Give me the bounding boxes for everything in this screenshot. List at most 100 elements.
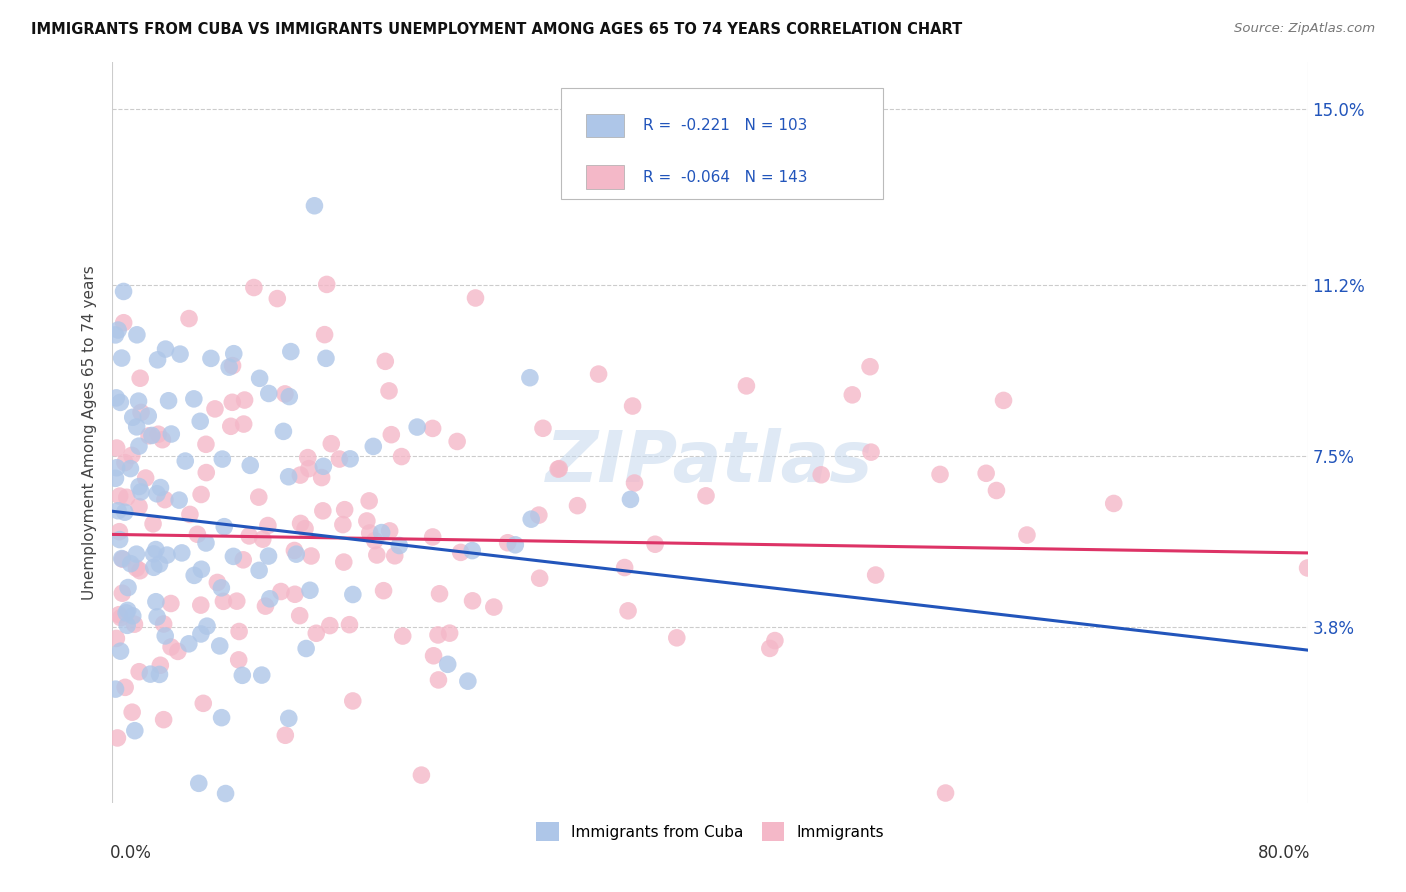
Point xyxy=(312,459,335,474)
Point xyxy=(436,657,458,672)
Point xyxy=(621,399,644,413)
Point xyxy=(129,371,152,385)
Point xyxy=(763,633,786,648)
Point xyxy=(284,587,307,601)
Point xyxy=(225,594,247,608)
Point xyxy=(274,387,297,401)
Point xyxy=(160,597,183,611)
Point xyxy=(446,434,468,449)
Point xyxy=(107,731,129,745)
Point xyxy=(114,505,136,519)
Point xyxy=(496,535,519,549)
Point xyxy=(520,512,543,526)
Point xyxy=(993,393,1015,408)
Point xyxy=(125,547,148,561)
Point xyxy=(288,608,311,623)
Point xyxy=(299,549,322,563)
Point xyxy=(619,492,641,507)
Point xyxy=(120,461,142,475)
Point xyxy=(1015,528,1038,542)
Point xyxy=(644,537,666,551)
Point xyxy=(190,487,212,501)
Point xyxy=(107,323,129,337)
Point xyxy=(129,564,152,578)
Point xyxy=(228,653,250,667)
Point xyxy=(333,502,356,516)
Point xyxy=(290,468,312,483)
Point xyxy=(179,508,201,522)
Point xyxy=(200,351,222,366)
Point xyxy=(974,467,997,481)
Point xyxy=(342,694,364,708)
Point xyxy=(128,479,150,493)
Point xyxy=(384,549,406,563)
Point xyxy=(374,354,396,368)
Point xyxy=(277,469,299,483)
Point xyxy=(152,433,174,447)
Text: IMMIGRANTS FROM CUBA VS IMMIGRANTS UNEMPLOYMENT AMONG AGES 65 TO 74 YEARS CORREL: IMMIGRANTS FROM CUBA VS IMMIGRANTS UNEMP… xyxy=(31,22,962,37)
Point xyxy=(304,199,326,213)
Point xyxy=(142,547,165,561)
Point xyxy=(115,618,138,632)
Point xyxy=(104,327,127,342)
Point xyxy=(125,420,148,434)
Point xyxy=(280,344,302,359)
Point xyxy=(373,583,395,598)
Point xyxy=(339,617,361,632)
Point xyxy=(273,425,295,439)
Point xyxy=(111,551,134,566)
Point xyxy=(155,629,177,643)
Point xyxy=(295,641,318,656)
Point xyxy=(105,391,128,405)
Point xyxy=(108,524,131,539)
Point xyxy=(169,347,191,361)
Point xyxy=(214,787,236,801)
Point xyxy=(222,347,245,361)
Point xyxy=(388,539,411,553)
Point xyxy=(160,427,183,442)
Point xyxy=(129,405,152,419)
Point xyxy=(841,388,863,402)
Point xyxy=(332,517,354,532)
Point xyxy=(114,456,136,470)
Point xyxy=(257,549,280,563)
Point xyxy=(613,560,636,574)
Point xyxy=(183,568,205,582)
Point xyxy=(270,584,292,599)
Point xyxy=(380,427,402,442)
Point xyxy=(233,392,256,407)
Point xyxy=(121,608,143,623)
Point xyxy=(527,508,550,522)
Point xyxy=(129,484,152,499)
Point xyxy=(285,547,308,561)
Point xyxy=(461,543,484,558)
Point xyxy=(139,667,162,681)
Point xyxy=(314,327,336,342)
Text: ZIPatlas: ZIPatlas xyxy=(547,428,873,497)
Point xyxy=(177,637,200,651)
Point xyxy=(359,494,381,508)
Point xyxy=(312,504,335,518)
Point xyxy=(588,367,610,381)
Point xyxy=(188,414,211,428)
Point xyxy=(422,530,444,544)
Point xyxy=(257,386,280,401)
Point xyxy=(146,352,169,367)
Point xyxy=(294,522,316,536)
Point xyxy=(105,632,128,646)
Point xyxy=(361,439,384,453)
Point xyxy=(142,560,165,574)
Point xyxy=(232,553,254,567)
Point xyxy=(342,587,364,601)
Point xyxy=(366,548,388,562)
Point xyxy=(378,384,401,398)
Point xyxy=(1296,561,1319,575)
Point xyxy=(153,492,176,507)
Point xyxy=(190,627,212,641)
Point xyxy=(142,516,165,531)
Point xyxy=(148,667,170,681)
Y-axis label: Unemployment Among Ages 65 to 74 years: Unemployment Among Ages 65 to 74 years xyxy=(82,265,97,600)
Point xyxy=(125,561,148,575)
Point xyxy=(111,351,134,365)
Point xyxy=(370,525,392,540)
